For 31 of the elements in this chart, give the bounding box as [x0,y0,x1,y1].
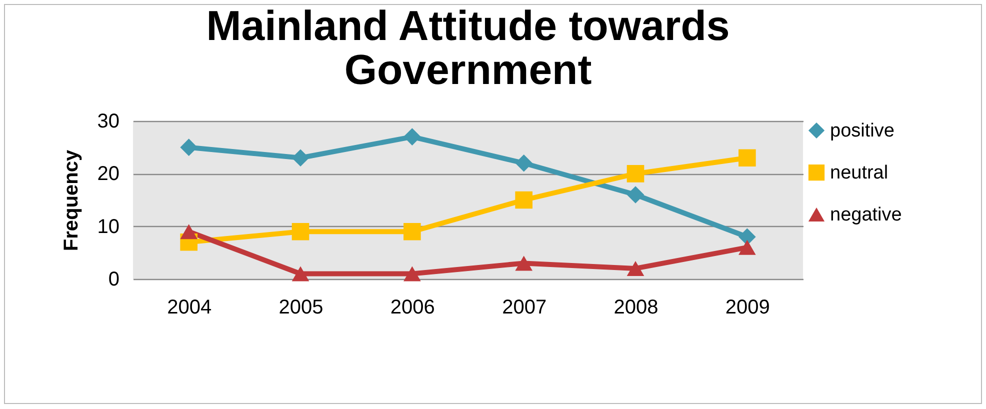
point [626,165,644,182]
point [404,128,421,146]
y-tick-label: 20 [97,163,120,186]
point [515,256,532,271]
chart-title: Mainland Attitude towards Government [206,2,730,93]
point [292,266,310,282]
x-tick-label: 2007 [502,296,547,318]
x-tick-label: 2005 [278,296,324,318]
point [626,260,644,276]
x-tick-label: 2009 [725,296,770,318]
point [404,222,421,240]
point [626,186,644,204]
y-tick-label: 10 [97,216,120,238]
x-tick-label: 2006 [390,296,435,318]
legend-label: neutral [830,162,888,184]
y-tick-label: 0 [108,268,120,290]
point [738,149,756,167]
point [515,154,532,172]
point [292,222,310,240]
point [292,149,310,167]
point [180,138,198,156]
y-tick-label: 30 [97,110,120,132]
y-axis-title: Frequency [60,149,82,252]
point [515,191,532,209]
legend-label: negative [830,204,902,226]
point [180,224,198,240]
point [738,240,756,255]
point [404,266,421,282]
x-tick-label: 2008 [614,296,658,318]
x-tick-label: 2004 [167,296,212,318]
legend-label: positive [830,120,894,142]
